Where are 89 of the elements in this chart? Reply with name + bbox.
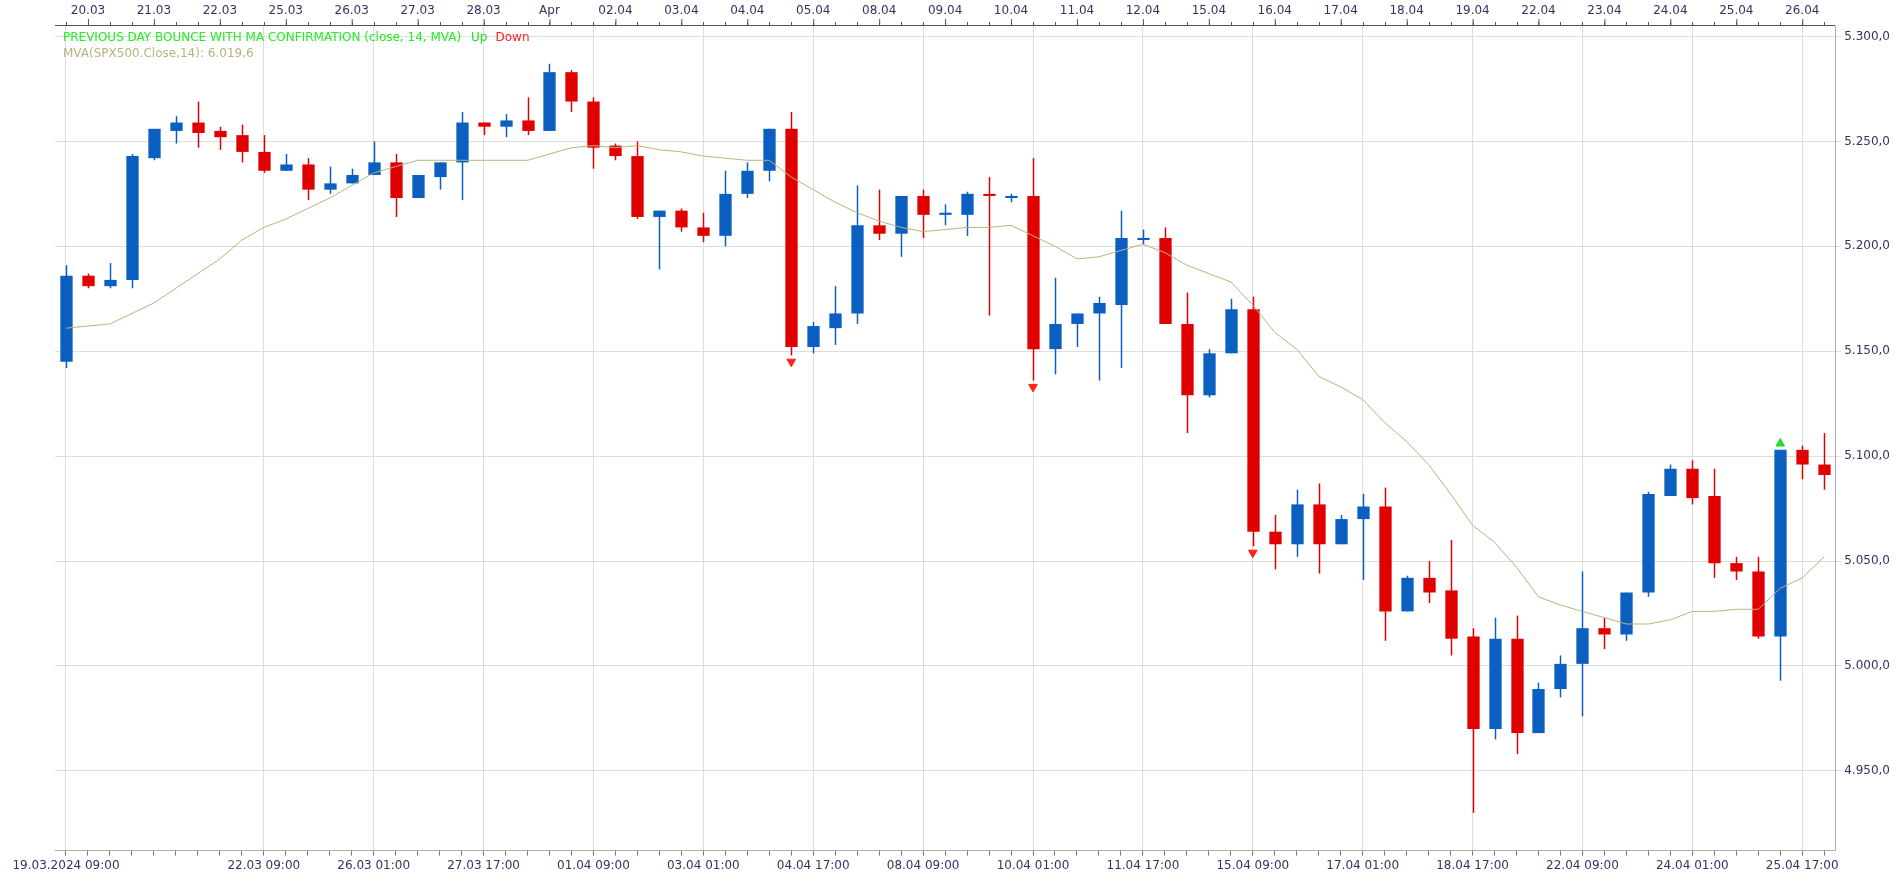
candlestick [104, 262, 117, 290]
point [1247, 549, 1258, 559]
y-tick-label: 5.150,0 [1844, 343, 1891, 358]
candlestick [1598, 616, 1611, 650]
y-tick-label: 5.000,0 [1844, 658, 1891, 673]
text: 26.03 [334, 3, 369, 18]
x-tick-label: 10.04 01:00 [996, 857, 1070, 872]
y-tick-label: 5.050,0 [1844, 553, 1891, 568]
candlestick [258, 134, 271, 174]
candlestick [873, 188, 886, 241]
x-tick-label: 24.04 01:00 [1655, 857, 1729, 872]
text: 21.03 [136, 3, 172, 18]
y-tick-label: 5.100,0 [1844, 448, 1891, 463]
candlestick [1269, 514, 1282, 571]
candlestick [192, 100, 205, 149]
text: 03.04 [664, 3, 699, 18]
text: 09.04 [927, 3, 963, 18]
x-tick-label: 15.04 09:00 [1216, 857, 1290, 872]
x-tick-label: 03.04 01:00 [666, 857, 740, 872]
candlestick [1818, 432, 1831, 491]
candlestick [324, 165, 337, 195]
x-tick-label: 27.03 17:00 [447, 857, 520, 872]
x-tick-label: 25.04 17:00 [1765, 857, 1839, 872]
text: 08.04 [861, 3, 897, 18]
point [786, 358, 797, 368]
x-tick-label: 19.03.2024 09:00 [12, 857, 120, 872]
text: 15.04 [1191, 3, 1227, 18]
candlestick [675, 207, 688, 233]
text: 10.04 [993, 3, 1029, 18]
text: 12.04 [1125, 3, 1161, 18]
candlestick [1357, 493, 1370, 581]
text: 23.04 [1587, 3, 1622, 18]
candlestick [500, 113, 513, 138]
text: Apr [539, 3, 560, 18]
text: 25.03 [268, 3, 303, 18]
candlestick [1071, 312, 1084, 348]
candlestick [368, 140, 381, 176]
candlestick [434, 161, 447, 191]
y-tick-label: 5.250,0 [1844, 133, 1891, 148]
candlestick [829, 285, 842, 346]
text: 27.03 [400, 3, 435, 18]
candlestick [653, 209, 666, 271]
x-tick-label: 01.04 09:00 [557, 857, 630, 872]
x-tick-label: 26.03 01:00 [337, 857, 411, 872]
x-tick-label: 17.04 01:00 [1326, 857, 1400, 872]
text: 20.03 [70, 3, 106, 18]
text: 16.04 [1257, 3, 1292, 18]
x-tick-label: 22.03 09:00 [227, 857, 301, 872]
text: 19.04 [1455, 3, 1490, 18]
text: Down [495, 30, 530, 45]
candlestick [741, 161, 754, 199]
text: 11.04 [1059, 3, 1095, 18]
text: 17.04 [1323, 3, 1358, 18]
text: Up [471, 30, 488, 45]
text: 02.04 [598, 3, 633, 18]
candlestick [697, 211, 710, 243]
candlestick [522, 96, 535, 136]
candlestick [961, 191, 974, 237]
candlestick [939, 203, 952, 227]
y-tick-label: 5.300,0 [1844, 28, 1891, 43]
text: 22.03 [202, 3, 238, 18]
candlestick [236, 123, 249, 164]
x-tick-label: 04.04 17:00 [776, 857, 850, 872]
x-tick-label: 22.04 09:00 [1546, 857, 1619, 872]
y-tick-label: 4.950,0 [1844, 762, 1891, 777]
candlestick [983, 176, 996, 317]
candlestick [1730, 556, 1743, 581]
text: 24.04 [1653, 3, 1688, 18]
candlestick [1796, 444, 1809, 480]
candlestick [1423, 560, 1436, 604]
point [1028, 383, 1038, 393]
text: 26.04 [1785, 3, 1820, 18]
text: 05.04 [796, 3, 831, 18]
chart-title: PREVIOUS DAY BOUNCE WITH MA CONFIRMATION (close, 14, MVA) [63, 30, 462, 45]
text: 28.03 [466, 3, 501, 18]
text: 04.04 [730, 3, 765, 18]
text: 25.04 [1719, 3, 1754, 18]
candlestick [917, 188, 930, 239]
candlestick [170, 115, 183, 145]
candlestick [1093, 295, 1106, 382]
candlestick [214, 125, 227, 151]
text: 18.04 [1389, 3, 1424, 18]
text: 22.04 [1521, 3, 1556, 18]
y-tick-label: 5.200,0 [1844, 238, 1891, 253]
x-tick-label: 11.04 17:00 [1106, 857, 1180, 872]
x-tick-label: 08.04 09:00 [886, 857, 960, 872]
text: MVA(SPX500.Close,14): 6.019,6 [63, 46, 254, 61]
candlestick [807, 321, 820, 355]
x-tick-label: 18.04 17:00 [1436, 857, 1509, 872]
